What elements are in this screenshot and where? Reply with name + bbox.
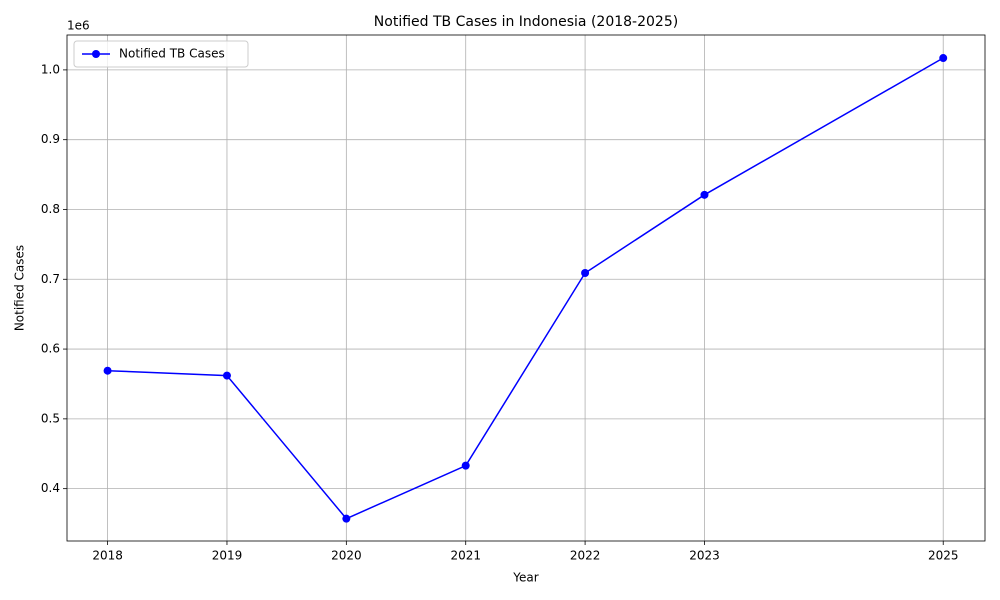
x-axis-label: Year xyxy=(512,571,538,585)
y-tick-label: 1.0 xyxy=(41,62,60,76)
x-tick-label: 2018 xyxy=(92,549,123,563)
x-tick-label: 2025 xyxy=(928,549,959,563)
chart-title: Notified TB Cases in Indonesia (2018-202… xyxy=(374,14,678,30)
y-tick-label: 0.4 xyxy=(41,481,60,495)
y-tick-label: 0.7 xyxy=(41,272,60,286)
y-tick-label: 0.6 xyxy=(41,342,60,356)
legend-label: Notified TB Cases xyxy=(119,47,225,61)
y-offset-label: 1e6 xyxy=(67,19,90,33)
x-tick-label: 2021 xyxy=(450,549,481,563)
data-point xyxy=(103,366,112,375)
plot-frame xyxy=(66,34,986,542)
y-tick-label: 0.8 xyxy=(41,202,60,216)
y-tick-label: 0.5 xyxy=(41,411,60,425)
data-point xyxy=(342,514,351,523)
y-axis-label: Notified Cases xyxy=(13,245,27,331)
data-point xyxy=(222,371,231,380)
legend-marker xyxy=(92,50,100,58)
x-tick-label: 2023 xyxy=(689,549,720,563)
data-point xyxy=(581,268,590,277)
data-point xyxy=(939,54,948,63)
legend-box xyxy=(73,40,249,68)
data-point xyxy=(461,461,470,470)
y-tick-label: 0.9 xyxy=(41,132,60,146)
x-tick-label: 2022 xyxy=(570,549,601,563)
x-tick-label: 2019 xyxy=(212,549,243,563)
data-point xyxy=(700,190,709,199)
x-tick-label: 2020 xyxy=(331,549,362,563)
